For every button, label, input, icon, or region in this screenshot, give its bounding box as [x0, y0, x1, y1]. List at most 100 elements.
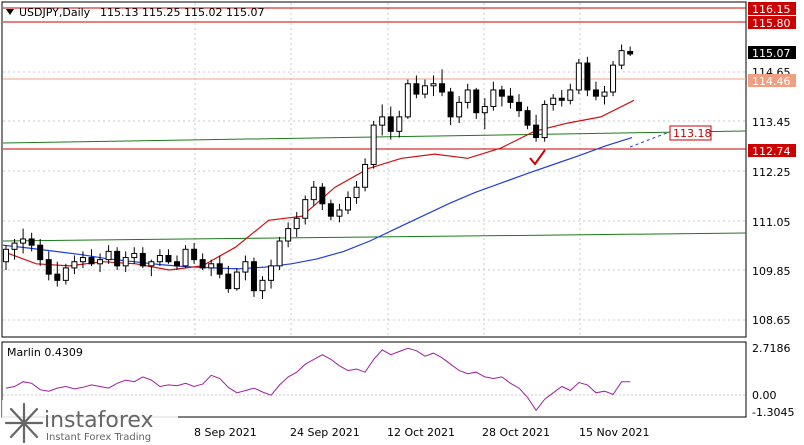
candle-body [404, 83, 411, 118]
candle-body [516, 101, 522, 112]
green-channel-lower [2, 232, 747, 242]
candle-body [524, 110, 531, 126]
candle-body [131, 252, 138, 259]
candle-body [507, 95, 514, 103]
blue-ma-projection [629, 130, 673, 148]
watermark-brand: instaforex [44, 408, 154, 433]
candle-body [396, 116, 403, 132]
candle-body [481, 106, 488, 114]
candle-body [11, 242, 18, 250]
candle-body [575, 62, 582, 91]
candle-body [319, 186, 326, 205]
candle-body [122, 257, 129, 267]
candle-body [139, 252, 146, 267]
candle-body [3, 248, 9, 263]
candle-body [268, 265, 275, 281]
candle-body [533, 124, 540, 139]
price-tag-114-46 [748, 74, 796, 87]
candle-body [54, 273, 61, 281]
candle-body [558, 97, 565, 101]
candle-body [225, 273, 232, 290]
time-axis[interactable]: 8 Sep 2021 24 Sep 2021 12 Oct 2021 28 Oc… [194, 426, 649, 439]
candle-body [174, 261, 180, 267]
price-tick-112-25: 112.25 [752, 166, 791, 179]
target-label: 113.18 [673, 127, 712, 140]
candle-body [421, 85, 428, 95]
price-tag-current [748, 46, 796, 59]
watermark-tagline: Instant Forex Trading [46, 432, 151, 443]
candle-body [345, 197, 351, 211]
candle-body [618, 50, 625, 66]
time-label-12-oct: 12 Oct 2021 [387, 426, 455, 439]
candle-body [473, 89, 480, 114]
instaforex-logo-icon [4, 402, 44, 444]
candle-body [464, 89, 471, 103]
candle-body [28, 238, 35, 246]
candle-body [199, 259, 206, 269]
grid [3, 3, 746, 336]
candle-body [439, 83, 446, 93]
candle-body [610, 64, 617, 93]
target-box [669, 125, 712, 141]
ohlc-values: 115.13 115.25 115.02 115.07 [100, 6, 264, 19]
candle-body [259, 279, 266, 292]
candle-body [250, 261, 257, 292]
candle-body [71, 261, 78, 269]
time-label-28-oct: 28 Oct 2021 [482, 426, 550, 439]
candle-body [165, 255, 172, 263]
candle-body [627, 50, 634, 55]
candle-body [430, 83, 437, 87]
candle-body [156, 255, 163, 263]
candle-body [592, 89, 599, 97]
candle-body [233, 271, 240, 290]
candle-body [302, 199, 309, 219]
candle-body [182, 248, 189, 267]
candle-body [310, 186, 317, 201]
time-label-15-nov: 15 Nov 2021 [579, 426, 649, 439]
candle-body [584, 62, 591, 91]
price-label-current: 115.07 [752, 47, 791, 60]
price-tick-108-65: 108.65 [752, 314, 791, 327]
main-chart-frame [1, 1, 747, 338]
candle-body [447, 91, 454, 118]
symbol-title: USDJPY,Daily [19, 6, 91, 19]
price-label-114-46: 114.46 [752, 75, 791, 88]
candle-body [456, 101, 463, 118]
price-label-112-74: 112.74 [752, 145, 791, 158]
candle-body [276, 240, 283, 267]
candle-body [148, 261, 155, 267]
indicator-axis[interactable]: 2.7186 0.00 -1.3045 [752, 342, 794, 419]
candle-body [62, 267, 69, 281]
oscillator-line [5, 347, 631, 412]
price-axis[interactable]: 116.15 115.80 115.07 114.65 114.46 113.4… [748, 2, 796, 327]
price-label-115-80: 115.80 [752, 17, 791, 30]
candle-body [353, 186, 360, 199]
indicator-title: Marlin 0.4309 [7, 346, 83, 359]
dropdown-triangle-icon[interactable] [6, 9, 14, 15]
candle-body [191, 248, 198, 261]
price-tag-115-80 [748, 16, 796, 29]
candle-body [105, 250, 112, 261]
candle-body [541, 103, 548, 139]
price-tag-112-74 [748, 144, 796, 157]
indicator-tick-min: -1.3045 [752, 406, 794, 419]
check-mark-icon [529, 149, 546, 166]
candle-body [20, 238, 27, 244]
candle-body [490, 89, 497, 108]
candle-body [327, 203, 334, 217]
candle-body [362, 163, 369, 188]
price-tick-113-45: 113.45 [752, 116, 791, 129]
price-tick-111-05: 111.05 [752, 216, 791, 229]
candle-body [97, 259, 104, 265]
candle-body [601, 91, 608, 97]
candle-body [498, 89, 505, 97]
candle-body [387, 116, 394, 132]
candle-body [37, 244, 44, 261]
candle-body [370, 124, 377, 165]
candle-body [88, 257, 95, 265]
candle-body [285, 228, 292, 242]
candle-body [79, 257, 86, 263]
candle-body [567, 89, 574, 101]
candle-body [336, 209, 343, 217]
